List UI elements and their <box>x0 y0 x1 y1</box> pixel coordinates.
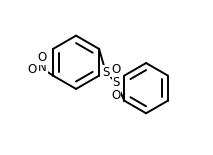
Text: S: S <box>113 76 120 89</box>
Text: S: S <box>102 66 109 79</box>
Text: O: O <box>111 89 120 102</box>
Text: O: O <box>111 63 120 76</box>
Text: O: O <box>27 63 36 76</box>
Text: O: O <box>38 51 47 64</box>
Text: N: N <box>38 62 47 75</box>
